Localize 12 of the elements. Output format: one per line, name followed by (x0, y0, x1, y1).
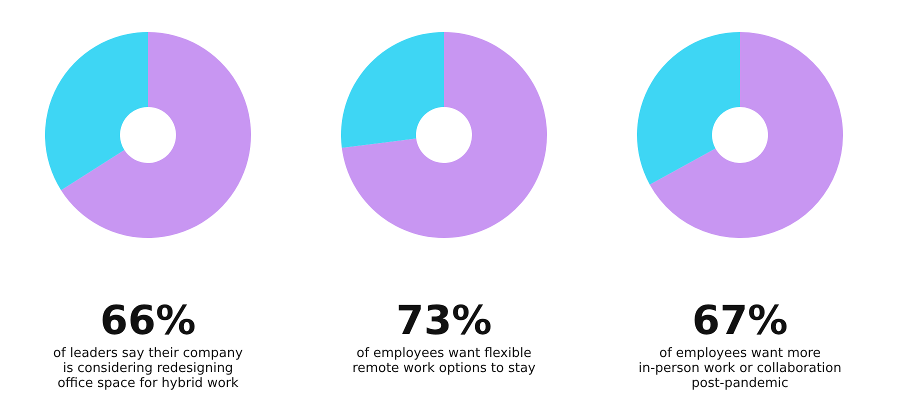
text: of employees want more in-person work or collaboration post-pandemic (638, 346, 842, 391)
donut-slice (650, 32, 843, 238)
text: of leaders say their company is considering redesigning office space for hybrid work (53, 346, 244, 391)
text: 73% (396, 298, 492, 344)
text: 66% (100, 298, 196, 344)
donut-slice (637, 32, 740, 185)
text: of employees want flexible remote work options to stay (352, 346, 536, 376)
donut-slice (45, 32, 148, 190)
donut-slice (342, 32, 547, 238)
text: 67% (692, 298, 788, 344)
donut-slice (341, 32, 444, 148)
donut-slice (61, 32, 251, 238)
